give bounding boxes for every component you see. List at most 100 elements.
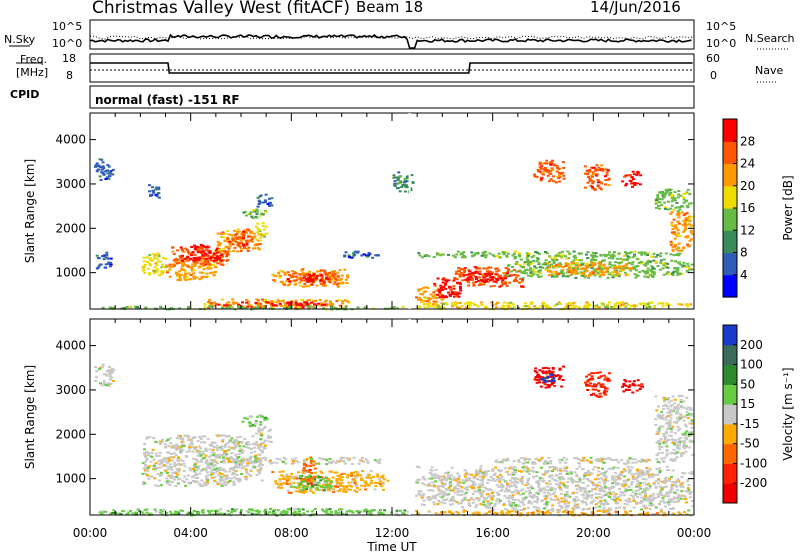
data-pixel [626,500,630,503]
data-pixel [585,301,589,304]
data-pixel [686,265,690,268]
data-pixel [193,463,197,466]
data-pixel [191,476,194,479]
data-pixel [574,499,578,502]
data-pixel [361,470,365,472]
data-pixel [192,259,196,262]
data-pixel [342,457,346,459]
data-pixel [161,270,165,273]
data-pixel [199,259,203,262]
data-pixel [110,376,114,379]
data-pixel [211,465,215,468]
data-pixel [333,471,337,474]
data-pixel [677,222,681,225]
data-pixel [620,471,624,473]
data-pixel [636,265,640,267]
data-pixel [179,447,183,450]
data-pixel [300,484,304,487]
data-pixel [305,488,308,490]
data-pixel [430,477,434,480]
data-pixel [209,445,213,447]
data-pixel [506,485,510,488]
data-pixel [168,466,172,469]
data-pixel [269,304,273,307]
data-pixel [378,483,382,485]
data-pixel [517,306,520,309]
data-pixel [675,248,679,251]
data-pixel [575,475,579,478]
data-pixel [538,163,542,166]
data-pixel [356,510,360,513]
data-pixel [333,281,337,284]
data-pixel [676,220,680,223]
data-pixel [249,211,253,214]
data-pixel [475,278,478,280]
data-pixel [684,490,688,493]
data-pixel [632,500,636,502]
data-pixel [497,269,501,272]
data-pixel [585,169,589,172]
data-pixel [183,258,187,260]
data-pixel [301,508,305,511]
data-pixel [359,474,363,477]
data-pixel [350,256,354,259]
data-pixel [678,263,682,266]
data-pixel [243,247,247,249]
data-pixel [613,495,617,498]
data-pixel [356,250,360,253]
data-pixel [235,459,239,462]
data-pixel [637,489,641,492]
data-pixel [300,273,303,276]
data-pixel [258,472,262,475]
data-pixel [270,305,274,308]
data-pixel [102,258,106,261]
data-pixel [665,272,669,275]
data-pixel [450,466,454,469]
data-pixel [121,510,125,512]
data-pixel [235,458,239,461]
data-pixel [197,467,200,470]
data-pixel [216,244,220,247]
data-pixel [98,175,102,178]
data-pixel [489,276,493,279]
data-pixel [223,444,227,446]
data-pixel [144,467,148,470]
nave-tick-top: 60 [706,52,720,65]
data-pixel [299,276,303,279]
data-pixel [198,278,202,281]
data-pixel [669,243,673,246]
data-pixel [665,304,669,307]
data-pixel [200,460,204,463]
data-pixel [162,508,165,511]
data-pixel [329,510,333,513]
data-pixel [546,174,550,177]
data-pixel [431,295,435,298]
data-pixel [149,264,152,267]
data-pixel [217,303,221,306]
data-pixel [518,263,522,266]
data-pixel [172,253,176,256]
data-pixel [277,486,281,489]
data-pixel [344,491,348,493]
data-pixel [251,509,255,512]
data-pixel [551,504,555,507]
data-pixel [601,479,605,482]
data-pixel [603,487,607,490]
data-pixel [583,497,587,500]
data-pixel [177,512,181,515]
data-pixel [512,498,515,501]
data-pixel [319,279,323,281]
data-pixel [674,260,677,263]
data-pixel [319,457,323,460]
data-pixel [327,275,331,278]
data-pixel [285,477,289,480]
data-pixel [166,270,170,273]
data-pixel [576,268,580,271]
data-pixel [616,272,620,275]
data-pixel [170,481,174,484]
data-pixel [457,295,461,298]
data-pixel [466,301,470,304]
data-pixel [322,458,326,461]
data-pixel [577,252,581,255]
data-pixel [538,170,542,173]
